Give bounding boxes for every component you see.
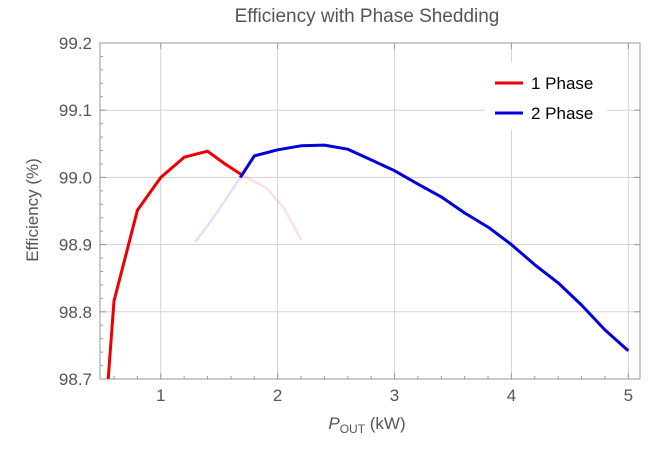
y-tick-label: 99.2: [59, 34, 92, 53]
series-lines: [106, 143, 630, 380]
x-axis-label-unit: (kW): [365, 414, 406, 433]
series-line-1-phase-faded: [241, 174, 303, 241]
legend-label-1-phase: 1 Phase: [531, 74, 593, 93]
legend: 1 Phase 2 Phase: [485, 62, 607, 130]
series-line-2-phase: [239, 143, 630, 352]
legend-label-2-phase: 2 Phase: [531, 104, 593, 123]
x-tick-label: 2: [273, 386, 282, 405]
x-tick-label: 4: [507, 386, 516, 405]
y-tick-label: 99.1: [59, 101, 92, 120]
y-tick-label: 99.0: [59, 168, 92, 187]
x-tick-label: 1: [156, 386, 165, 405]
y-tick-label: 98.8: [59, 303, 92, 322]
x-axis-label-sub: OUT: [340, 422, 366, 436]
x-axis-label-main: P: [328, 414, 340, 433]
series-line-1-phase: [106, 149, 244, 380]
series-line-2-phase-faded: [194, 176, 242, 243]
x-tick-label: 3: [390, 386, 399, 405]
y-tick-label: 98.9: [59, 236, 92, 255]
x-axis-label: POUT (kW): [328, 414, 405, 436]
legend-box: [485, 62, 607, 130]
x-tick-label: 5: [624, 386, 633, 405]
chart-title: Efficiency with Phase Shedding: [235, 6, 500, 27]
plot-frame: [99, 42, 641, 380]
axis-ticks: 1 2 3 4 5 98.7 98.8 98.9 99.0 99.1 99.2: [59, 34, 640, 405]
y-tick-label: 98.7: [59, 370, 92, 389]
y-axis-label: Efficiency (%): [23, 158, 42, 262]
